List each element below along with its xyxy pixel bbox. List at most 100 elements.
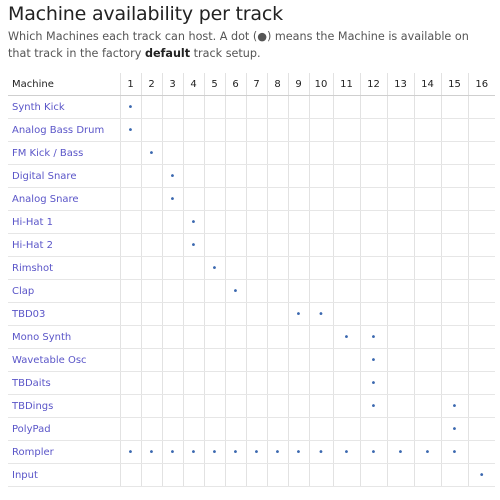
- empty-cell: [287, 187, 309, 211]
- empty-cell: [467, 302, 495, 326]
- empty-cell: [161, 95, 183, 119]
- empty-cell: [224, 394, 246, 418]
- machine-link[interactable]: Analog Snare: [8, 187, 120, 211]
- empty-cell: [119, 164, 141, 188]
- page-title: Machine availability per track: [8, 3, 283, 25]
- empty-cell: [182, 463, 204, 487]
- availability-dot: •: [359, 325, 387, 349]
- machine-link[interactable]: TBDings: [8, 394, 120, 418]
- empty-cell: [224, 187, 246, 211]
- empty-cell: [413, 141, 441, 165]
- empty-cell: [359, 141, 387, 165]
- empty-cell: [332, 210, 360, 234]
- machine-link[interactable]: FM Kick / Bass: [8, 141, 120, 165]
- empty-cell: [140, 371, 162, 395]
- empty-cell: [119, 417, 141, 441]
- machine-link[interactable]: Synth Kick: [8, 95, 120, 119]
- empty-cell: [245, 164, 267, 188]
- empty-cell: [287, 279, 309, 303]
- empty-cell: [245, 256, 267, 280]
- empty-cell: [413, 302, 441, 326]
- empty-cell: [182, 279, 204, 303]
- empty-cell: [266, 256, 288, 280]
- machine-row: Mono Synth • •: [8, 325, 495, 349]
- empty-cell: [332, 371, 360, 395]
- empty-cell: [266, 118, 288, 142]
- empty-cell: [359, 256, 387, 280]
- empty-cell: [413, 256, 441, 280]
- track-header: 8: [266, 73, 288, 96]
- machine-link[interactable]: Rimshot: [8, 256, 120, 280]
- empty-cell: [386, 210, 414, 234]
- empty-cell: [266, 371, 288, 395]
- empty-cell: [119, 233, 141, 257]
- empty-cell: [308, 141, 333, 165]
- machine-link[interactable]: Rompler: [8, 440, 120, 464]
- machine-link[interactable]: PolyPad: [8, 417, 120, 441]
- empty-cell: [332, 233, 360, 257]
- machine-row: Hi-Hat 2 •: [8, 233, 495, 257]
- track-header: 5: [203, 73, 225, 96]
- machine-link[interactable]: Digital Snare: [8, 164, 120, 188]
- empty-cell: [332, 417, 360, 441]
- machine-link[interactable]: Mono Synth: [8, 325, 120, 349]
- empty-cell: [140, 164, 162, 188]
- empty-cell: [266, 417, 288, 441]
- empty-cell: [440, 164, 468, 188]
- empty-cell: [287, 210, 309, 234]
- track-header: 15: [440, 73, 468, 96]
- empty-cell: [140, 95, 162, 119]
- empty-cell: [182, 118, 204, 142]
- machine-link[interactable]: Wavetable Osc: [8, 348, 120, 372]
- empty-cell: [386, 417, 414, 441]
- empty-cell: [413, 118, 441, 142]
- empty-cell: [266, 187, 288, 211]
- availability-dot: •: [161, 440, 183, 464]
- description-text: track setup.: [190, 47, 261, 60]
- empty-cell: [245, 210, 267, 234]
- empty-cell: [182, 394, 204, 418]
- machine-link[interactable]: TBDaits: [8, 371, 120, 395]
- availability-dot: •: [140, 141, 162, 165]
- empty-cell: [413, 348, 441, 372]
- empty-cell: [308, 371, 333, 395]
- empty-cell: [119, 371, 141, 395]
- empty-cell: [140, 325, 162, 349]
- empty-cell: [308, 256, 333, 280]
- empty-cell: [413, 417, 441, 441]
- availability-dot: •: [182, 210, 204, 234]
- empty-cell: [245, 302, 267, 326]
- empty-cell: [203, 95, 225, 119]
- machine-link[interactable]: Input: [8, 463, 120, 487]
- empty-cell: [119, 302, 141, 326]
- machine-link[interactable]: Hi-Hat 1: [8, 210, 120, 234]
- empty-cell: [467, 233, 495, 257]
- empty-cell: [332, 394, 360, 418]
- availability-dot: •: [332, 325, 360, 349]
- empty-cell: [413, 95, 441, 119]
- empty-cell: [386, 164, 414, 188]
- empty-cell: [440, 348, 468, 372]
- availability-dot: •: [161, 164, 183, 188]
- machine-link[interactable]: Hi-Hat 2: [8, 233, 120, 257]
- machine-link[interactable]: Clap: [8, 279, 120, 303]
- empty-cell: [287, 95, 309, 119]
- empty-cell: [467, 256, 495, 280]
- empty-cell: [203, 210, 225, 234]
- empty-cell: [440, 325, 468, 349]
- empty-cell: [413, 325, 441, 349]
- empty-cell: [266, 463, 288, 487]
- machine-row: FM Kick / Bass •: [8, 141, 495, 165]
- machine-row: TBD03 • •: [8, 302, 495, 326]
- machine-row: Hi-Hat 1 •: [8, 210, 495, 234]
- machine-link[interactable]: TBD03: [8, 302, 120, 326]
- empty-cell: [359, 463, 387, 487]
- availability-dot: •: [386, 440, 414, 464]
- empty-cell: [359, 302, 387, 326]
- machine-link[interactable]: Analog Bass Drum: [8, 118, 120, 142]
- empty-cell: [161, 348, 183, 372]
- empty-cell: [386, 325, 414, 349]
- empty-cell: [161, 233, 183, 257]
- empty-cell: [161, 325, 183, 349]
